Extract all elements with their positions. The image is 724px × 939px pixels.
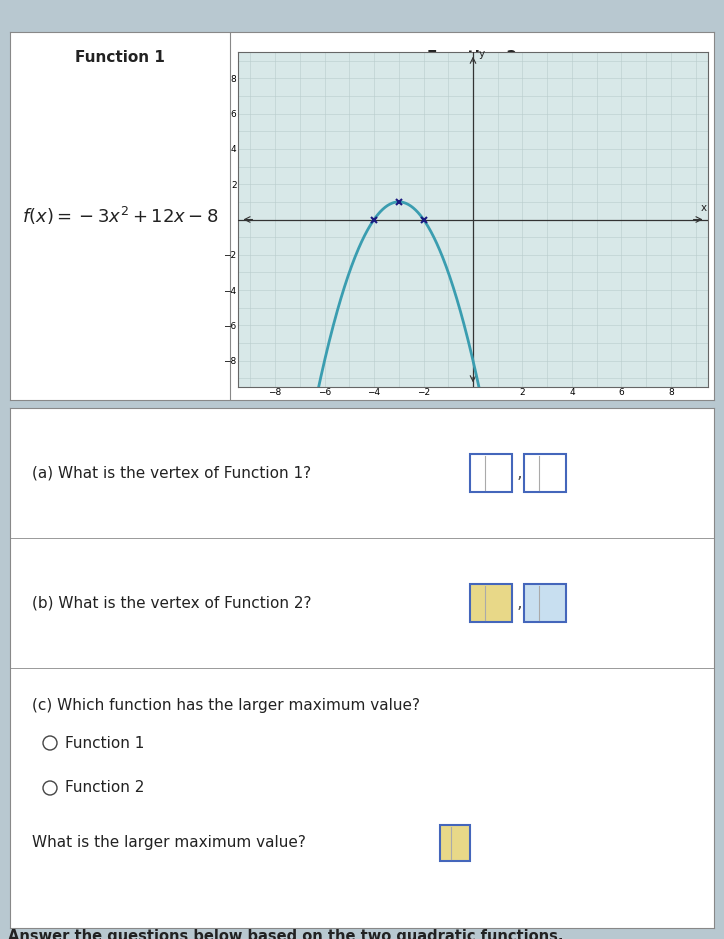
Text: Function 1: Function 1 [65, 735, 144, 750]
Text: Answer the questions below based on the two quadratic functions.: Answer the questions below based on the … [8, 929, 563, 939]
FancyBboxPatch shape [470, 584, 512, 622]
Text: ,: , [517, 464, 523, 482]
Text: What is the larger maximum value?: What is the larger maximum value? [32, 836, 306, 851]
Text: (b) What is the vertex of Function 2?: (b) What is the vertex of Function 2? [32, 595, 311, 610]
Text: y: y [479, 49, 485, 59]
Text: Function 2: Function 2 [427, 50, 517, 65]
FancyBboxPatch shape [440, 825, 470, 861]
Text: Function 1: Function 1 [75, 50, 165, 65]
Text: ,: , [517, 594, 523, 612]
Text: x: x [701, 204, 707, 213]
Text: $f(x)=-3x^2+12x-8$: $f(x)=-3x^2+12x-8$ [22, 205, 219, 227]
Text: (a) What is the vertex of Function 1?: (a) What is the vertex of Function 1? [32, 466, 311, 481]
Text: (c) Which function has the larger maximum value?: (c) Which function has the larger maximu… [32, 698, 420, 713]
FancyBboxPatch shape [524, 454, 566, 492]
Text: Function 2: Function 2 [65, 780, 144, 795]
FancyBboxPatch shape [524, 584, 566, 622]
FancyBboxPatch shape [470, 454, 512, 492]
